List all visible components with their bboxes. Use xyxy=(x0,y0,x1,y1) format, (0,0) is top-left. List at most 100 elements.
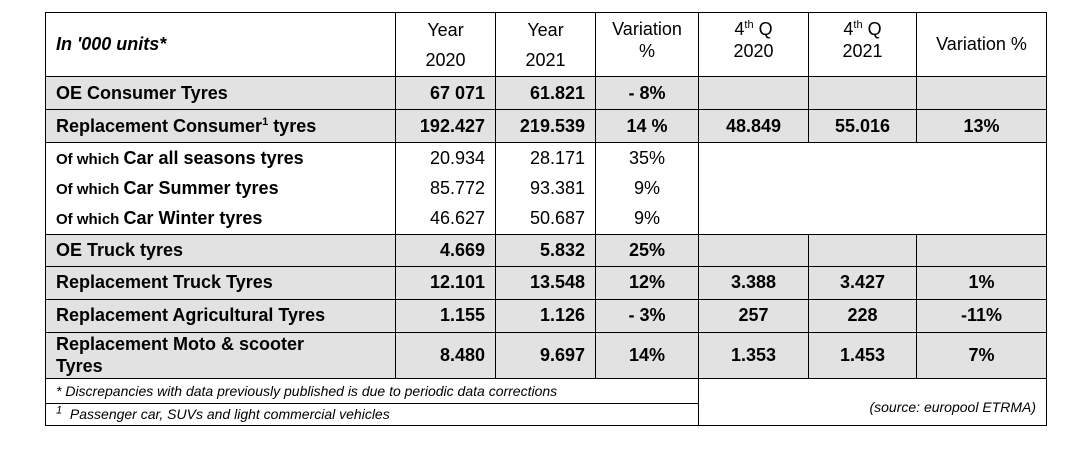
col-header-year-2021-line2: 2021 xyxy=(525,49,566,70)
col-header-q4-2020-line1: 4th Q xyxy=(734,18,772,40)
cell-year-2021: 61.821 xyxy=(495,76,596,110)
cell-year-2021: 1.126 xyxy=(495,298,596,333)
cell-year-2021: 5.832 xyxy=(495,233,596,267)
cell-empty xyxy=(916,142,1047,173)
col-header-q4-2021: 4th Q 2021 xyxy=(808,12,917,77)
cell-q4-2020: 257 xyxy=(698,298,809,333)
row-label-line1: Replacement Moto & scooter xyxy=(56,334,305,354)
cell-year-2020: 4.669 xyxy=(395,233,496,267)
row-label: Replacement Consumer1 tyres xyxy=(45,109,396,143)
table-row-car-all-seasons: Of which Car all seasons tyres 20.934 28… xyxy=(45,142,1047,174)
row-label: Replacement Agricultural Tyres xyxy=(45,298,396,333)
source-note: (source: europool ETRMA) xyxy=(698,377,1047,426)
footnote-marker: 1 xyxy=(262,115,269,128)
cell-q4-2021 xyxy=(808,76,917,110)
row-label-text: Car all seasons tyres xyxy=(123,147,304,168)
cell-year-2020: 1.155 xyxy=(395,298,496,333)
q4-2020-number: 4 xyxy=(734,18,745,39)
cell-variation-q: -11% xyxy=(916,298,1047,333)
cell-variation: 14% xyxy=(595,331,699,379)
header-row: In '000 units* Year 2020 Year 2021 Varia… xyxy=(45,12,1047,77)
row-label: Replacement Moto & scooter Tyres xyxy=(45,331,396,379)
cell-q4-2020 xyxy=(698,76,809,110)
cell-q4-2021: 228 xyxy=(808,298,917,333)
table-row-replacement-truck: Replacement Truck Tyres 12.101 13.548 12… xyxy=(45,265,1047,300)
cell-q4-2021 xyxy=(808,233,917,267)
footer-row-passenger: 1 Passenger car, SUVs and light commerci… xyxy=(45,402,1047,426)
cell-year-2021: 13.548 xyxy=(495,265,596,300)
col-header-variation-q: Variation % xyxy=(916,12,1047,77)
cell-q4-2021: 3.427 xyxy=(808,265,917,300)
table-row-replacement-moto: Replacement Moto & scooter Tyres 8.480 9… xyxy=(45,331,1047,379)
cell-year-2020: 46.627 xyxy=(395,203,496,234)
table-row-replacement-consumer: Replacement Consumer1 tyres 192.427 219.… xyxy=(45,109,1047,143)
cell-variation: 14 % xyxy=(595,109,699,143)
cell-variation: 12% xyxy=(595,265,699,300)
row-label-suffix: tyres xyxy=(268,115,317,136)
q4-2020-quarter: Q xyxy=(753,18,773,39)
col-header-variation-line2: % xyxy=(638,40,655,61)
cell-year-2020: 20.934 xyxy=(395,142,496,173)
q4-2021-quarter: Q xyxy=(862,18,882,39)
cell-variation: 9% xyxy=(595,173,699,204)
row-label: Of which Car all seasons tyres xyxy=(45,142,396,173)
row-label-prefix: Of which xyxy=(56,180,124,198)
cell-empty xyxy=(699,143,809,174)
row-label-text: Car Summer tyres xyxy=(123,177,279,198)
row-label-text: Car Winter tyres xyxy=(123,208,263,228)
cell-year-2021: 50.687 xyxy=(495,203,596,234)
cell-empty xyxy=(809,173,917,204)
cell-variation: 35% xyxy=(595,142,699,173)
col-header-year-2020-line2: 2020 xyxy=(425,49,466,70)
cell-variation-q xyxy=(916,233,1047,267)
col-header-q4-2021-line2: 2021 xyxy=(842,40,883,61)
cell-q4-2020 xyxy=(698,233,809,267)
passenger-footnote-text: Passenger car, SUVs and light commercial… xyxy=(62,406,390,422)
row-label: Replacement Truck Tyres xyxy=(45,265,396,300)
cell-variation-q: 7% xyxy=(916,331,1047,379)
cell-q4-2020: 48.849 xyxy=(698,109,809,143)
cell-year-2020: 67 071 xyxy=(395,76,496,110)
col-header-q4-2020: 4th Q 2020 xyxy=(698,12,809,77)
row-label: OE Truck tyres xyxy=(45,233,396,267)
col-header-q4-2020-line2: 2020 xyxy=(733,40,774,61)
col-header-variation-line1: Variation xyxy=(612,18,682,39)
cell-year-2020: 192.427 xyxy=(395,109,496,143)
cell-empty xyxy=(699,204,809,235)
col-header-q4-2021-line1: 4th Q xyxy=(843,18,881,40)
cell-variation: - 8% xyxy=(595,76,699,110)
passenger-footnote: 1 Passenger car, SUVs and light commerci… xyxy=(45,402,699,426)
cell-empty xyxy=(809,204,917,235)
q4-2021-ordinal: th xyxy=(853,18,863,31)
cell-empty xyxy=(916,173,1047,204)
cell-year-2021: 28.171 xyxy=(495,142,596,173)
cell-year-2020: 85.772 xyxy=(395,173,496,204)
col-header-year-2020-line1: Year xyxy=(427,19,464,40)
table-row-oe-truck: OE Truck tyres 4.669 5.832 25% xyxy=(45,233,1047,267)
table-row-replacement-agricultural: Replacement Agricultural Tyres 1.155 1.1… xyxy=(45,298,1047,333)
q4-2021-number: 4 xyxy=(843,18,854,39)
cell-variation-q: 13% xyxy=(916,109,1047,143)
col-header-year-2021-line1: Year xyxy=(527,19,564,40)
row-label: Of which Car Summer tyres xyxy=(45,173,396,204)
col-header-variation: Variation % xyxy=(595,12,699,77)
unit-label: In '000 units* xyxy=(45,12,396,77)
cell-variation: - 3% xyxy=(595,298,699,333)
cell-variation-q xyxy=(916,76,1047,110)
cell-q4-2020: 3.388 xyxy=(698,265,809,300)
cell-variation: 25% xyxy=(595,233,699,267)
cell-variation-q: 1% xyxy=(916,265,1047,300)
discrepancies-note: * Discrepancies with data previously pub… xyxy=(45,377,699,404)
cell-year-2021: 219.539 xyxy=(495,109,596,143)
cell-q4-2020: 1.353 xyxy=(698,331,809,379)
cell-year-2020: 8.480 xyxy=(395,331,496,379)
table-row-car-summer: Of which Car Summer tyres 85.772 93.381 … xyxy=(45,173,1047,204)
col-header-year-2021: Year 2021 xyxy=(495,12,596,77)
cell-year-2021: 93.381 xyxy=(495,173,596,204)
q4-2020-ordinal: th xyxy=(744,18,754,31)
tyre-sales-table: In '000 units* Year 2020 Year 2021 Varia… xyxy=(45,12,1047,426)
cell-empty xyxy=(916,203,1047,234)
cell-year-2021: 9.697 xyxy=(495,331,596,379)
cell-q4-2021: 55.016 xyxy=(808,109,917,143)
cell-q4-2021: 1.453 xyxy=(808,331,917,379)
